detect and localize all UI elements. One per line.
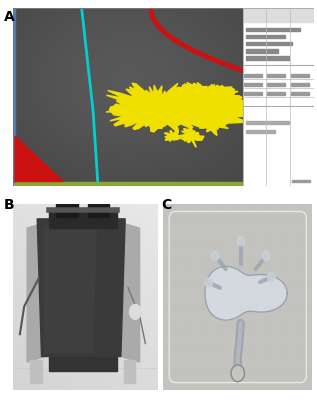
Circle shape <box>211 251 219 260</box>
Circle shape <box>268 272 275 282</box>
Polygon shape <box>15 136 63 182</box>
Polygon shape <box>88 204 109 217</box>
Bar <box>291 92 309 95</box>
Circle shape <box>205 278 212 287</box>
Bar <box>268 74 285 78</box>
Text: A: A <box>4 10 15 24</box>
Circle shape <box>237 236 244 246</box>
Circle shape <box>262 251 270 260</box>
Polygon shape <box>27 222 44 362</box>
Polygon shape <box>180 126 204 147</box>
Polygon shape <box>199 114 228 136</box>
Circle shape <box>130 304 141 319</box>
Text: B: B <box>4 198 15 212</box>
Bar <box>246 42 292 45</box>
Bar <box>268 92 285 95</box>
FancyBboxPatch shape <box>160 200 315 394</box>
Circle shape <box>231 365 244 382</box>
Bar <box>292 180 310 182</box>
Polygon shape <box>215 105 239 118</box>
Polygon shape <box>56 204 78 217</box>
Polygon shape <box>164 131 184 141</box>
Polygon shape <box>121 222 139 362</box>
Bar <box>291 83 309 86</box>
Polygon shape <box>37 219 125 356</box>
Polygon shape <box>109 104 179 133</box>
Polygon shape <box>44 226 96 353</box>
Bar <box>246 35 285 38</box>
Bar <box>243 8 314 22</box>
Bar <box>244 92 262 95</box>
Text: C: C <box>161 198 171 212</box>
Bar <box>246 56 289 60</box>
Polygon shape <box>30 360 42 382</box>
Bar <box>246 49 278 52</box>
Polygon shape <box>106 83 263 133</box>
Polygon shape <box>205 266 287 320</box>
Bar <box>268 83 285 86</box>
Polygon shape <box>49 356 117 371</box>
Bar <box>291 74 309 78</box>
Bar <box>246 28 300 31</box>
Bar <box>246 130 275 133</box>
Bar <box>13 182 243 186</box>
Bar <box>13 8 16 182</box>
Polygon shape <box>170 82 237 104</box>
Polygon shape <box>49 210 117 228</box>
Bar <box>246 121 289 124</box>
Polygon shape <box>124 360 135 382</box>
Bar <box>244 74 262 78</box>
Bar <box>244 83 262 86</box>
